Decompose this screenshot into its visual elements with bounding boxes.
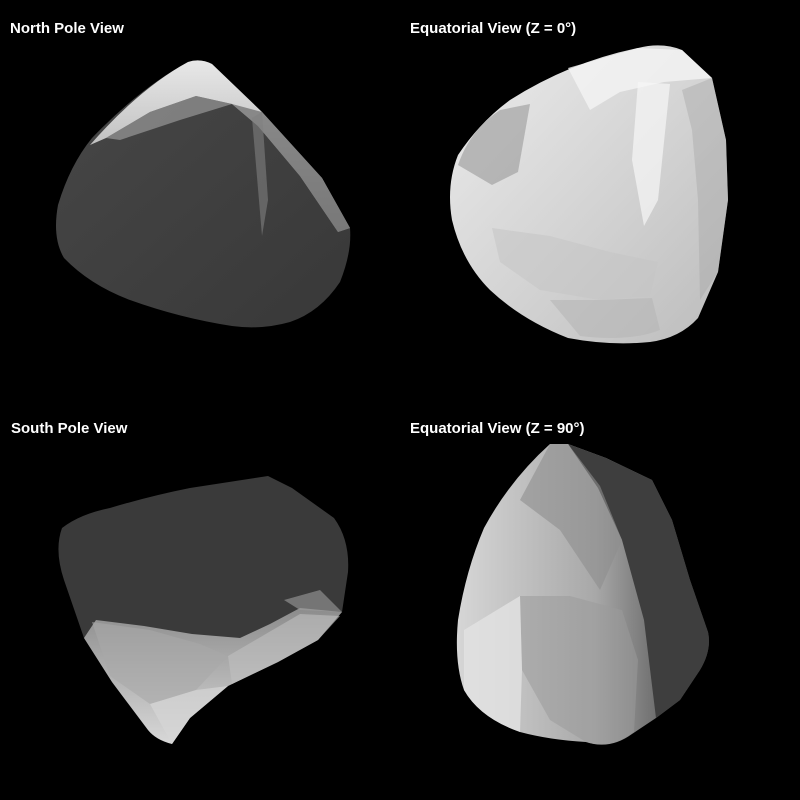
equatorial-view-z0-panel: Equatorial View (Z = 0°) [400, 0, 800, 400]
north-pole-view-panel: North Pole View [0, 0, 400, 400]
north-pole-view-label: North Pole View [10, 20, 124, 37]
equatorial-view-z90-panel: Equatorial View (Z = 90°) [400, 400, 800, 800]
equatorial-view-z0-label: Equatorial View (Z = 0°) [410, 20, 577, 37]
equatorial-view-z90-label: Equatorial View (Z = 90°) [410, 420, 585, 437]
south-pole-asteroid-render [58, 476, 349, 744]
south-pole-view-label: South Pole View [11, 420, 128, 437]
equatorial-z90-asteroid-render [456, 444, 709, 745]
equatorial-z0-asteroid-render [450, 45, 728, 344]
south-pole-view-panel: South Pole View [0, 400, 400, 800]
north-pole-asteroid-render [56, 60, 351, 328]
